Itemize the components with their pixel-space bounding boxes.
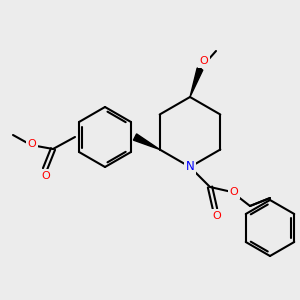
Text: O: O bbox=[230, 187, 238, 197]
Text: N: N bbox=[186, 160, 194, 173]
Polygon shape bbox=[134, 134, 160, 149]
Text: O: O bbox=[213, 211, 221, 221]
Text: O: O bbox=[28, 139, 36, 149]
Text: O: O bbox=[42, 171, 50, 181]
Polygon shape bbox=[190, 68, 203, 97]
Text: O: O bbox=[200, 56, 208, 66]
